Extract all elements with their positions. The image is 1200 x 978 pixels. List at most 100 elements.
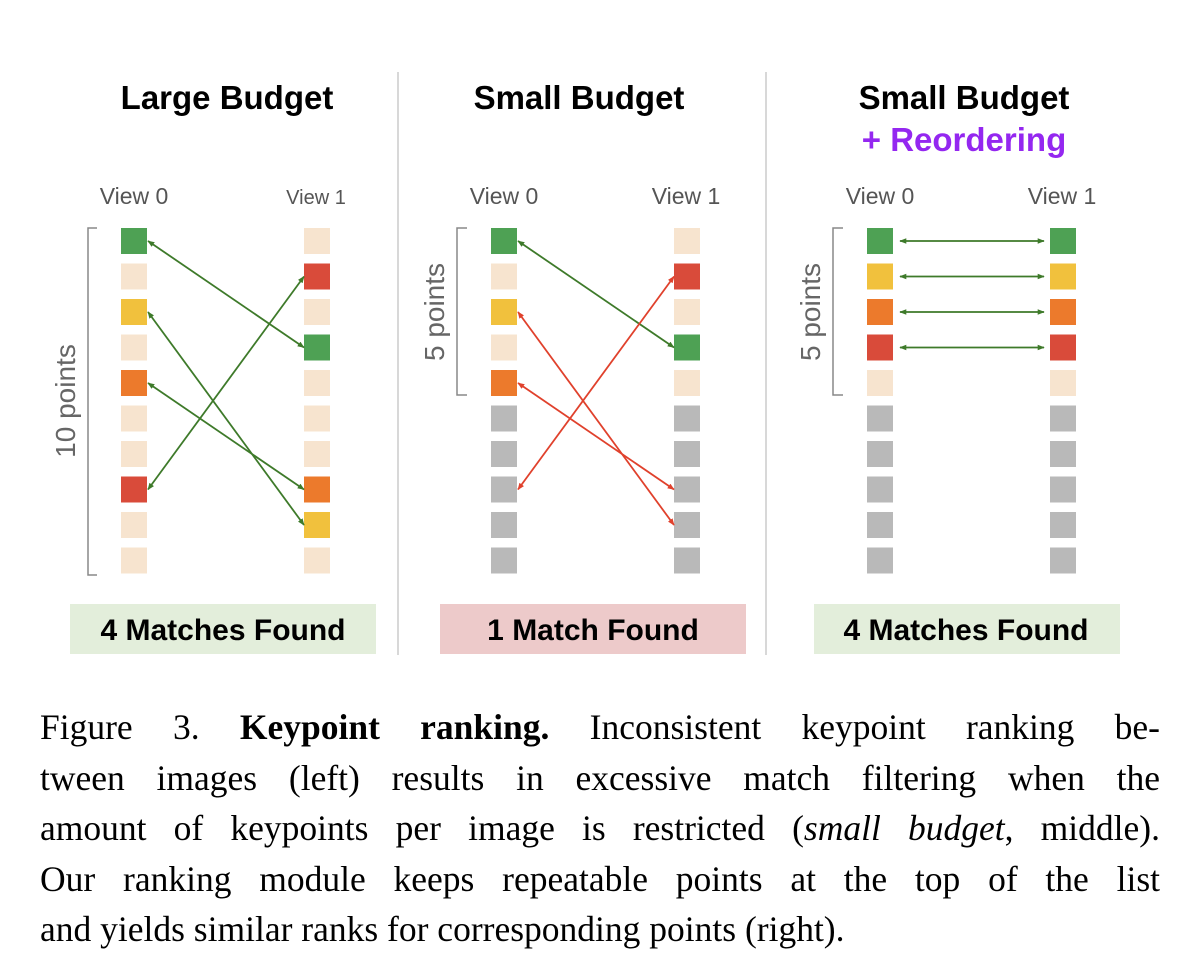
view0-label: View 0 xyxy=(100,183,169,209)
caption-line: Our ranking module keeps repeatable poin… xyxy=(40,858,1160,899)
keypoint-orange xyxy=(304,476,330,503)
caption-line: and yields similar ranks for correspondi… xyxy=(40,909,845,949)
result-box xyxy=(440,604,746,654)
keypoint-empty xyxy=(867,370,893,396)
keypoint-yellow xyxy=(491,299,517,325)
keypoint-empty xyxy=(304,405,330,432)
caption-line: tween images (left) results in excessive… xyxy=(40,757,1160,798)
keypoint-empty xyxy=(674,370,700,396)
match-arrows xyxy=(147,240,305,526)
keypoint-gray xyxy=(867,512,893,538)
keypoint-empty xyxy=(121,547,147,574)
view1-keypoints xyxy=(304,228,330,574)
keypoint-empty xyxy=(674,299,700,325)
bracket-label: 5 points xyxy=(419,263,450,361)
keypoint-yellow xyxy=(867,263,893,290)
match-arrow xyxy=(147,275,305,491)
panel-large-budget: Large Budget View 0 View 1 10 points 4 M… xyxy=(50,79,376,654)
caption-line: amount of keypoints per image is restric… xyxy=(40,803,1160,854)
keypoint-empty xyxy=(491,334,517,361)
match-arrows xyxy=(899,238,1045,351)
keypoint-empty xyxy=(121,405,147,432)
keypoint-green xyxy=(121,228,147,254)
keypoint-orange xyxy=(121,370,147,396)
panel-subtitle: + Reordering xyxy=(862,121,1066,158)
keypoint-gray xyxy=(491,405,517,432)
result-label: 4 Matches Found xyxy=(100,614,345,647)
keypoint-green xyxy=(491,228,517,254)
keypoint-empty xyxy=(121,334,147,361)
keypoint-gray xyxy=(674,476,700,503)
result-label: 4 Matches Found xyxy=(843,614,1088,647)
keypoint-yellow xyxy=(304,512,330,538)
match-arrow xyxy=(147,382,305,491)
keypoint-red xyxy=(121,476,147,503)
panel-title: Small Budget xyxy=(859,79,1070,116)
caption-emphasis: small budget xyxy=(803,808,1005,848)
keypoint-gray xyxy=(1050,405,1076,432)
keypoint-gray xyxy=(867,405,893,432)
keypoint-gray xyxy=(674,547,700,574)
keypoint-gray xyxy=(491,476,517,503)
points-bracket xyxy=(87,227,97,576)
caption-line: Figure 3. Keypoint ranking. Inconsistent… xyxy=(40,702,1160,753)
result-box xyxy=(70,604,376,654)
caption-figure-label: Figure 3. xyxy=(40,707,200,747)
keypoint-empty xyxy=(304,299,330,325)
keypoint-orange xyxy=(1050,299,1076,325)
keypoint-empty xyxy=(121,441,147,467)
match-arrow xyxy=(517,382,675,491)
keypoint-ranking-figure: Large Budget View 0 View 1 10 points 4 M… xyxy=(50,72,1120,655)
keypoint-green xyxy=(304,334,330,361)
caption-text: Inconsistent keypoint ranking be- xyxy=(589,707,1160,747)
view0-keypoints xyxy=(121,228,147,574)
keypoint-gray xyxy=(867,441,893,467)
keypoint-empty xyxy=(304,370,330,396)
view1-label: View 1 xyxy=(1028,183,1097,209)
keypoint-green xyxy=(867,228,893,254)
keypoint-red xyxy=(674,263,700,290)
view1-keypoints xyxy=(1050,228,1076,574)
keypoint-gray xyxy=(491,441,517,467)
keypoint-empty xyxy=(304,547,330,574)
view0-label: View 0 xyxy=(470,183,539,209)
panel-small-budget-reordering: Small Budget + Reordering View 0 View 1 … xyxy=(795,79,1120,654)
caption-text: amount of keypoints per image is restric… xyxy=(40,808,804,848)
keypoint-empty xyxy=(674,228,700,254)
keypoint-green xyxy=(674,334,700,361)
keypoint-orange xyxy=(867,299,893,325)
panel-title: Small Budget xyxy=(474,79,685,116)
keypoint-yellow xyxy=(1050,263,1076,290)
keypoint-yellow xyxy=(121,299,147,325)
caption-text: , middle). xyxy=(1004,808,1160,848)
points-bracket xyxy=(456,227,467,396)
view0-keypoints xyxy=(867,228,893,574)
keypoint-gray xyxy=(674,512,700,538)
keypoint-gray xyxy=(674,441,700,467)
keypoint-orange xyxy=(491,370,517,396)
panel-small-budget: Small Budget View 0 View 1 5 points 1 Ma… xyxy=(419,79,746,654)
result-label: 1 Match Found xyxy=(487,614,699,647)
match-arrows xyxy=(517,240,675,526)
keypoint-empty xyxy=(1050,370,1076,396)
keypoint-empty xyxy=(304,228,330,254)
match-arrow xyxy=(517,240,675,349)
keypoint-red xyxy=(1050,334,1076,361)
keypoint-gray xyxy=(1050,547,1076,574)
view1-keypoints xyxy=(674,228,700,574)
keypoint-gray xyxy=(491,547,517,574)
keypoint-red xyxy=(304,263,330,290)
points-bracket xyxy=(832,227,843,396)
keypoint-gray xyxy=(867,547,893,574)
view0-label: View 0 xyxy=(846,183,915,209)
keypoint-empty xyxy=(121,263,147,290)
keypoint-gray xyxy=(1050,512,1076,538)
keypoint-gray xyxy=(674,405,700,432)
keypoint-empty xyxy=(121,512,147,538)
keypoint-green xyxy=(1050,228,1076,254)
match-arrow xyxy=(517,311,675,526)
match-arrow xyxy=(147,311,305,526)
bracket-label: 10 points xyxy=(50,344,81,458)
view0-keypoints xyxy=(491,228,517,574)
keypoint-gray xyxy=(867,476,893,503)
